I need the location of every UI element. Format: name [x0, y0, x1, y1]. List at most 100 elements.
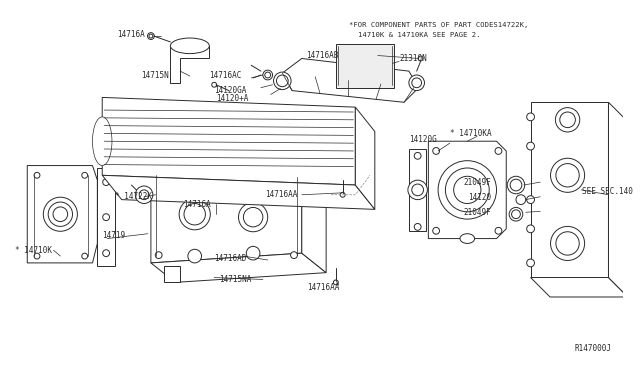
- Polygon shape: [531, 278, 628, 297]
- Ellipse shape: [291, 252, 298, 259]
- Polygon shape: [151, 253, 326, 282]
- Polygon shape: [409, 149, 426, 231]
- Ellipse shape: [550, 158, 584, 192]
- Ellipse shape: [412, 184, 424, 196]
- Ellipse shape: [102, 214, 109, 221]
- Ellipse shape: [511, 210, 520, 219]
- Ellipse shape: [509, 208, 523, 221]
- Ellipse shape: [156, 252, 162, 259]
- Ellipse shape: [495, 148, 502, 154]
- Ellipse shape: [516, 195, 525, 205]
- Ellipse shape: [179, 199, 211, 230]
- Text: 14715NA: 14715NA: [219, 275, 252, 284]
- Polygon shape: [355, 107, 375, 209]
- Polygon shape: [102, 175, 375, 209]
- Text: 14716AC: 14716AC: [209, 71, 242, 80]
- Ellipse shape: [414, 153, 421, 159]
- Polygon shape: [609, 102, 628, 297]
- Ellipse shape: [53, 207, 68, 222]
- Ellipse shape: [556, 232, 579, 255]
- Text: 14716AA: 14716AA: [265, 190, 297, 199]
- Ellipse shape: [508, 176, 525, 194]
- Text: 14120G: 14120G: [409, 135, 436, 144]
- Ellipse shape: [135, 186, 153, 203]
- Text: * 14710KA: * 14710KA: [450, 129, 492, 138]
- Text: 14710K & 14710KA SEE PAGE 2.: 14710K & 14710KA SEE PAGE 2.: [358, 32, 481, 38]
- Polygon shape: [102, 97, 355, 185]
- Ellipse shape: [82, 172, 88, 178]
- Polygon shape: [428, 141, 506, 238]
- Ellipse shape: [409, 75, 424, 91]
- Text: 14120: 14120: [468, 193, 492, 202]
- Ellipse shape: [433, 227, 440, 234]
- Text: * 14722K: * 14722K: [115, 192, 152, 201]
- Ellipse shape: [170, 38, 209, 54]
- Ellipse shape: [265, 72, 271, 78]
- Text: 14716AB: 14716AB: [307, 51, 339, 60]
- Ellipse shape: [102, 250, 109, 257]
- Ellipse shape: [556, 108, 580, 132]
- Polygon shape: [151, 166, 302, 263]
- Bar: [336, 44, 394, 88]
- Polygon shape: [164, 266, 180, 282]
- Polygon shape: [302, 175, 326, 273]
- Text: 14120+A: 14120+A: [216, 94, 248, 103]
- Polygon shape: [531, 102, 609, 278]
- Ellipse shape: [527, 142, 534, 150]
- Ellipse shape: [560, 112, 575, 128]
- Text: 14716AD: 14716AD: [214, 254, 246, 263]
- Ellipse shape: [156, 175, 162, 182]
- Ellipse shape: [412, 78, 422, 88]
- Ellipse shape: [44, 197, 77, 231]
- Ellipse shape: [527, 113, 534, 121]
- Ellipse shape: [527, 225, 534, 233]
- Ellipse shape: [556, 164, 579, 187]
- Ellipse shape: [212, 82, 216, 87]
- Ellipse shape: [510, 179, 522, 191]
- Ellipse shape: [438, 161, 497, 219]
- Polygon shape: [97, 169, 115, 266]
- Ellipse shape: [246, 246, 260, 260]
- Ellipse shape: [102, 179, 109, 186]
- Ellipse shape: [527, 259, 534, 267]
- Ellipse shape: [454, 176, 481, 203]
- Ellipse shape: [239, 202, 268, 232]
- Ellipse shape: [147, 33, 154, 39]
- Ellipse shape: [149, 34, 153, 38]
- Text: 14715N: 14715N: [141, 71, 169, 80]
- Ellipse shape: [273, 72, 291, 90]
- Polygon shape: [282, 58, 419, 102]
- Ellipse shape: [34, 253, 40, 259]
- Polygon shape: [170, 46, 209, 83]
- Ellipse shape: [460, 234, 475, 243]
- Text: 21049F: 21049F: [464, 177, 492, 187]
- Text: 14719: 14719: [102, 231, 125, 240]
- Ellipse shape: [263, 70, 273, 80]
- Ellipse shape: [495, 227, 502, 234]
- Ellipse shape: [188, 249, 202, 263]
- Text: 14716AA: 14716AA: [307, 283, 339, 292]
- Ellipse shape: [408, 180, 428, 200]
- Text: 21310N: 21310N: [399, 54, 427, 63]
- Ellipse shape: [527, 196, 534, 203]
- Ellipse shape: [445, 168, 489, 212]
- Ellipse shape: [276, 75, 288, 87]
- Text: R147000J: R147000J: [574, 344, 611, 353]
- Text: 14716A: 14716A: [117, 30, 145, 39]
- Ellipse shape: [418, 56, 423, 61]
- Ellipse shape: [48, 202, 72, 227]
- Text: 14120GA: 14120GA: [214, 86, 246, 95]
- Ellipse shape: [414, 224, 421, 230]
- Ellipse shape: [34, 172, 40, 178]
- Ellipse shape: [93, 117, 112, 166]
- Polygon shape: [28, 166, 97, 263]
- Ellipse shape: [291, 175, 298, 182]
- Ellipse shape: [82, 253, 88, 259]
- Ellipse shape: [184, 203, 205, 225]
- Text: 21049F: 21049F: [464, 208, 492, 217]
- Ellipse shape: [433, 148, 440, 154]
- Text: SEE SEC.140: SEE SEC.140: [582, 187, 633, 196]
- Ellipse shape: [340, 192, 345, 197]
- Ellipse shape: [333, 280, 339, 285]
- Ellipse shape: [550, 227, 584, 260]
